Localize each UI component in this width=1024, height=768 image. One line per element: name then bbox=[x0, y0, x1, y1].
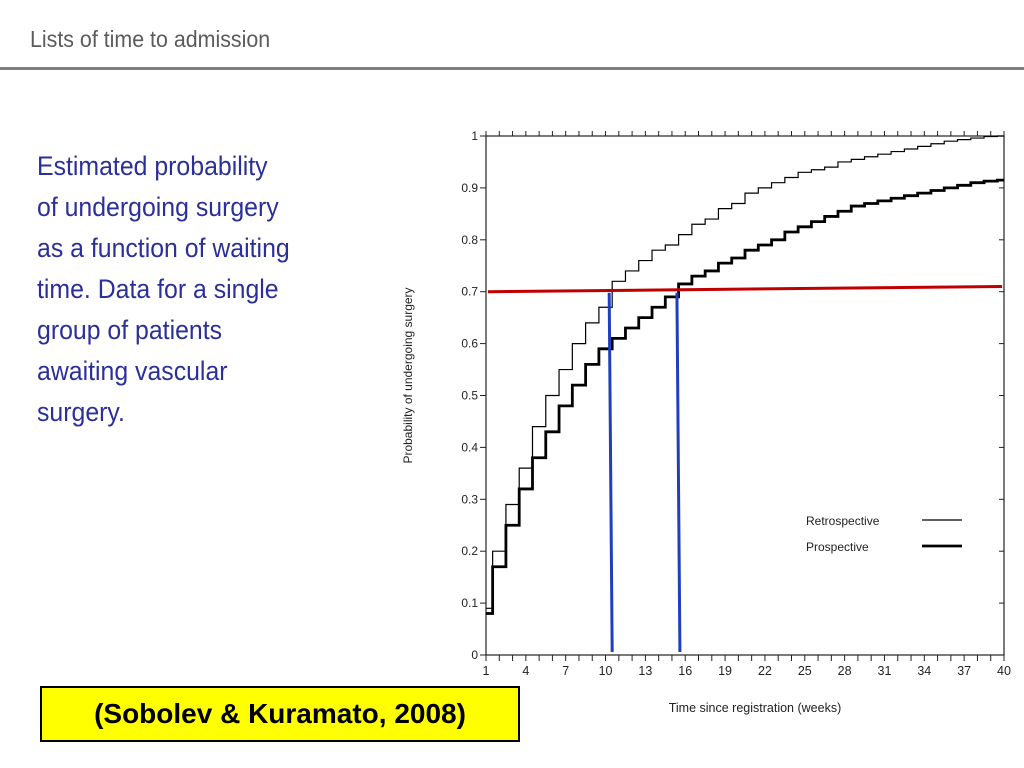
marker-line bbox=[675, 292, 682, 653]
description-line: awaiting vascular bbox=[37, 356, 228, 386]
series-line-retrospective bbox=[486, 135, 1004, 609]
citation-box: (Sobolev & Kuramato, 2008) bbox=[40, 686, 520, 742]
title-divider bbox=[0, 67, 1024, 70]
y-tick-label: 0.8 bbox=[461, 233, 478, 247]
x-tick-label: 34 bbox=[917, 664, 931, 678]
y-tick-label: 0.7 bbox=[461, 285, 478, 299]
legend-label: Prospective bbox=[806, 540, 869, 554]
y-tick-label: 0.5 bbox=[461, 389, 478, 403]
description-line: surgery. bbox=[37, 397, 125, 427]
y-tick-label: 0.9 bbox=[461, 181, 478, 195]
x-tick-label: 10 bbox=[599, 664, 613, 678]
x-tick-label: 37 bbox=[957, 664, 971, 678]
x-tick-label: 31 bbox=[878, 664, 892, 678]
x-tick-label: 16 bbox=[678, 664, 692, 678]
description-line: Estimated probability bbox=[37, 151, 268, 181]
x-axis-label: Time since registration (weeks) bbox=[669, 701, 842, 715]
series-line-prospective bbox=[486, 178, 1004, 615]
x-tick-label: 13 bbox=[638, 664, 652, 678]
description-line: time. Data for a single bbox=[37, 274, 279, 304]
y-tick-label: 0.4 bbox=[461, 440, 478, 454]
plot-frame bbox=[485, 135, 1005, 656]
y-tick-label: 0 bbox=[471, 648, 478, 662]
y-tick-label: 1 bbox=[471, 129, 478, 143]
y-tick-label: 0.1 bbox=[461, 596, 478, 610]
description-line: as a function of waiting bbox=[37, 233, 290, 263]
x-tick-label: 1 bbox=[483, 664, 490, 678]
description-line: of undergoing surgery bbox=[37, 192, 279, 222]
legend-label: Retrospective bbox=[806, 514, 880, 528]
y-tick-label: 0.2 bbox=[461, 544, 478, 558]
slide-title: Lists of time to admission bbox=[30, 26, 271, 52]
description-text: Estimated probability of undergoing surg… bbox=[37, 146, 368, 433]
y-tick-label: 0.3 bbox=[461, 492, 478, 506]
x-tick-label: 28 bbox=[838, 664, 852, 678]
description-line: group of patients bbox=[37, 315, 223, 345]
x-tick-label: 40 bbox=[997, 664, 1011, 678]
x-tick-label: 25 bbox=[798, 664, 812, 678]
x-tick-label: 4 bbox=[522, 664, 529, 678]
y-axis-label: Probability of undergoing surgery bbox=[401, 287, 415, 463]
marker-line bbox=[607, 292, 614, 653]
x-tick-label: 7 bbox=[562, 664, 569, 678]
x-tick-label: 19 bbox=[718, 664, 732, 678]
x-tick-label: 22 bbox=[758, 664, 772, 678]
y-tick-label: 0.6 bbox=[461, 337, 478, 351]
threshold-line bbox=[487, 285, 1003, 294]
